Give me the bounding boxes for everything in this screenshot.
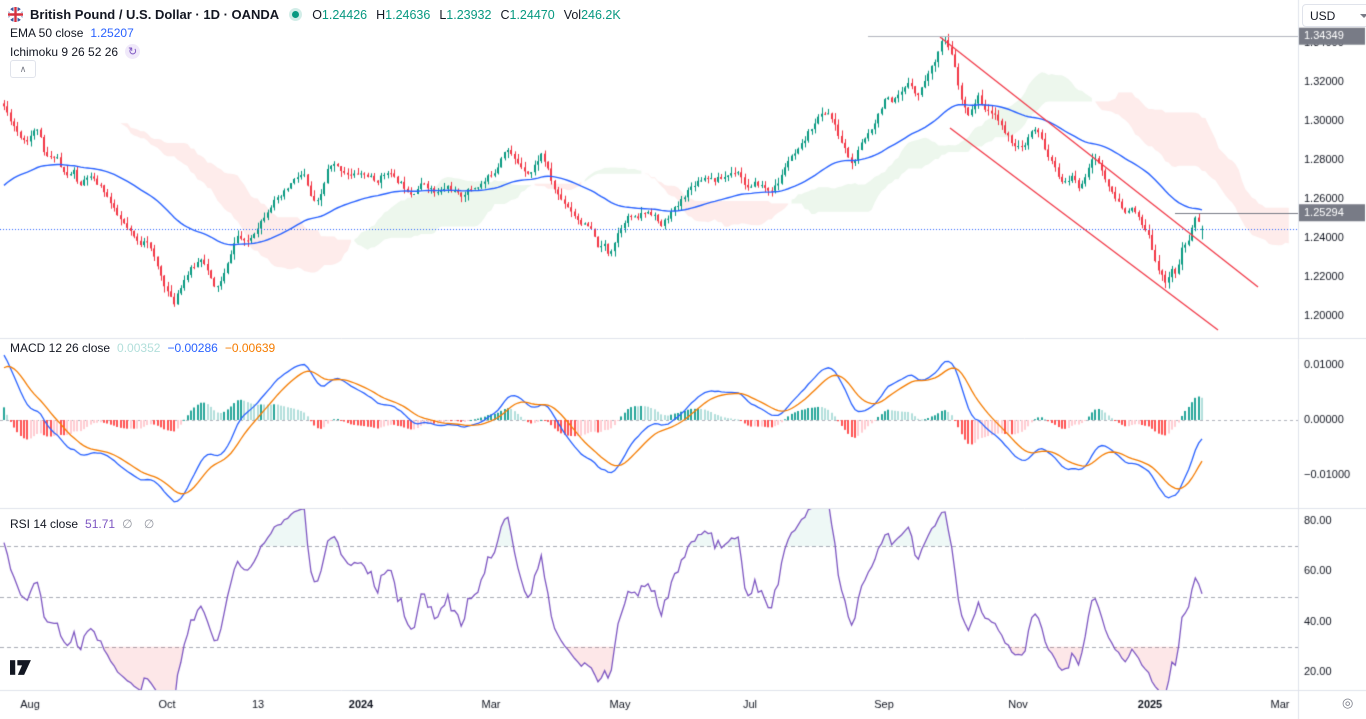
- high-value: 1.24636: [385, 7, 431, 22]
- timezone-settings-icon[interactable]: ◎: [1342, 695, 1354, 710]
- legend-ichimoku-row: Ichimoku 9 26 52 26 ↻: [10, 44, 141, 59]
- legend-collapse-button[interactable]: ∧: [10, 60, 36, 78]
- rsi-value: 51.71: [85, 517, 116, 531]
- tradingview-logo-icon[interactable]: [10, 659, 33, 681]
- legend-symbol-row: British Pound / U.S. Dollar · 1D · OANDA…: [8, 7, 621, 22]
- chevron-down-icon: [1360, 13, 1366, 18]
- currency-label: USD: [1310, 8, 1336, 23]
- ohlc-values: O1.24426 H1.24636 L1.23932 C1.24470 Vol2…: [312, 8, 621, 22]
- currency-selector[interactable]: USD: [1302, 4, 1366, 27]
- legend-macd-row: MACD 12 26 close 0.00352 −0.00286 −0.006…: [10, 341, 275, 355]
- ema-value: 1.25207: [90, 26, 134, 40]
- volume-label: Vol: [563, 7, 582, 22]
- rsi-label[interactable]: RSI 14 close: [10, 517, 79, 531]
- ema-label[interactable]: EMA 50 close: [10, 26, 84, 40]
- high-label: H: [376, 7, 386, 22]
- macd-line-value: −0.00286: [167, 341, 218, 355]
- volume-value: 246.2K: [581, 7, 621, 22]
- macd-label[interactable]: MACD 12 26 close: [10, 341, 111, 355]
- open-label: O: [312, 7, 322, 22]
- legend-ema-row: EMA 50 close 1.25207: [10, 26, 134, 40]
- rsi-empty-icons: ∅ ∅: [122, 517, 159, 531]
- close-label: C: [500, 7, 510, 22]
- open-value: 1.24426: [321, 7, 368, 22]
- macd-hist-value: 0.00352: [117, 341, 161, 355]
- symbol-flag-icon: [8, 7, 23, 22]
- symbol-title[interactable]: British Pound / U.S. Dollar · 1D · OANDA: [30, 7, 280, 22]
- close-value: 1.24470: [509, 7, 555, 22]
- macd-signal-value: −0.00639: [224, 341, 276, 355]
- chevron-up-icon: ∧: [19, 63, 27, 74]
- low-label: L: [439, 7, 447, 22]
- legend-rsi-row: RSI 14 close 51.71 ∅ ∅: [10, 517, 158, 531]
- ichimoku-label[interactable]: Ichimoku 9 26 52 26: [10, 44, 119, 59]
- low-value: 1.23932: [446, 7, 492, 22]
- market-status-icon[interactable]: [292, 11, 300, 18]
- ichimoku-loading-icon: ↻: [125, 44, 141, 59]
